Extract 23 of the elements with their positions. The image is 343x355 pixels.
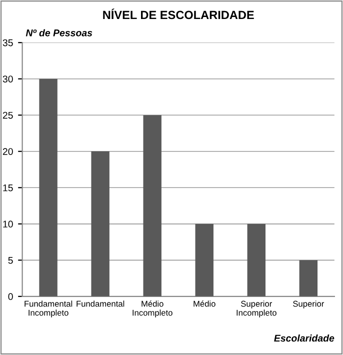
x-tick-label: Médio <box>194 300 216 307</box>
x-tick-label: Superior Incompleto <box>236 300 276 318</box>
x-tick-label: Fundamental Incompleto <box>24 300 72 318</box>
bar <box>91 151 110 296</box>
bar <box>195 224 214 296</box>
y-tick-label: 10 <box>3 220 13 228</box>
y-tick-label: 20 <box>2 148 13 155</box>
y-tick-label: 5 <box>8 257 13 264</box>
bar <box>39 78 58 296</box>
x-tick-label: Fundamental <box>76 300 124 307</box>
y-axis-title: Nº de Pessoas <box>26 29 92 36</box>
x-tick-label: Superior <box>293 300 324 308</box>
x-tick-label: Médio Incompleto <box>132 300 172 318</box>
y-tick-label: 15 <box>3 184 13 192</box>
bar <box>299 260 318 296</box>
y-tick-label: 25 <box>2 112 13 119</box>
y-tick-label: 35 <box>2 39 13 46</box>
bar <box>247 224 266 296</box>
bar <box>143 115 162 296</box>
y-tick-label: 0 <box>8 293 13 300</box>
chart-title: NÍVEL DE ESCOLARIDADE <box>103 8 254 20</box>
x-axis-title: Escolaridade <box>274 334 334 342</box>
y-tick-label: 30 <box>2 76 13 82</box>
